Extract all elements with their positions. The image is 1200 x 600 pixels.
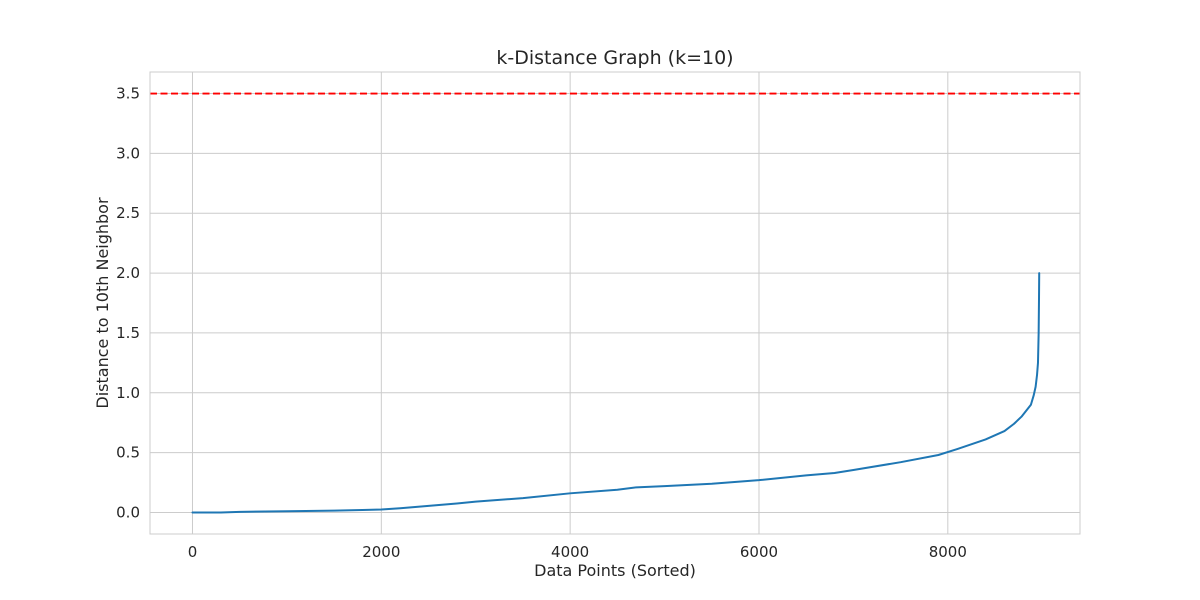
y-axis-ticks: 0.0 0.5 1.0 1.5 2.0 2.5 3.0 3.5 <box>116 85 140 522</box>
x-tick-label: 6000 <box>740 543 778 561</box>
y-tick-label: 2.5 <box>116 204 140 222</box>
x-tick-label: 0 <box>188 543 198 561</box>
y-axis-label: Distance to 10th Neighbor <box>93 197 112 409</box>
plot-frame <box>149 71 1081 535</box>
x-tick-label: 4000 <box>551 543 589 561</box>
x-tick-label: 8000 <box>929 543 967 561</box>
plot-background <box>150 72 1080 534</box>
series <box>191 272 1041 514</box>
y-tick-label: 3.0 <box>116 144 140 162</box>
y-tick-label: 0.5 <box>116 444 140 462</box>
y-tick-label: 3.5 <box>116 85 140 103</box>
x-axis-label: Data Points (Sorted) <box>534 561 696 580</box>
x-axis-ticks: 0 2000 4000 6000 8000 <box>188 543 967 561</box>
y-tick-label: 0.0 <box>116 503 140 521</box>
k-distance-line <box>191 272 1041 514</box>
chart-title: k-Distance Graph (k=10) <box>496 47 733 69</box>
x-tick-label: 2000 <box>362 543 400 561</box>
y-tick-label: 1.0 <box>116 384 140 402</box>
y-tick-label: 1.5 <box>116 324 140 342</box>
plot-area <box>149 71 1081 535</box>
grid <box>150 72 1080 534</box>
y-tick-label: 2.0 <box>116 264 140 282</box>
